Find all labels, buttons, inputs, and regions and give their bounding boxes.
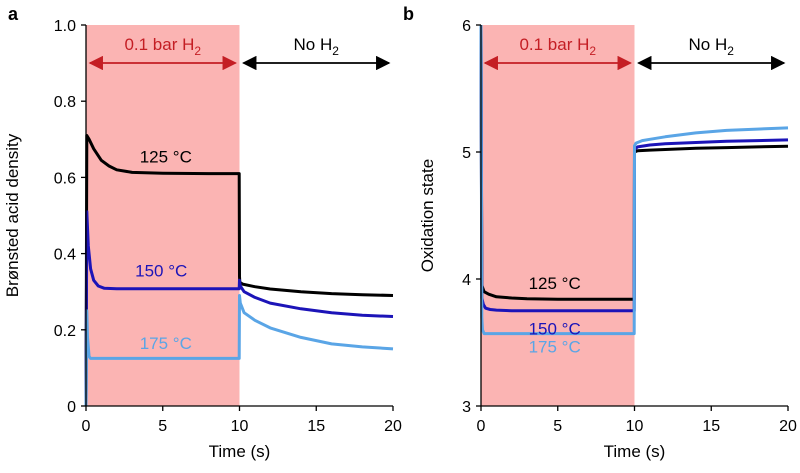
y-tick-label: 1.0 — [54, 18, 76, 35]
y-tick-label: 0.2 — [54, 323, 76, 340]
annotation-label: No H2 — [689, 35, 735, 58]
x-tick-label: 10 — [626, 418, 644, 435]
y-tick-label: 4 — [462, 272, 471, 289]
annotation-label: 0.1 bar H2 — [124, 35, 201, 58]
annotation-label: No H2 — [294, 35, 340, 58]
x-tick-label: 5 — [553, 418, 562, 435]
x-tick-label: 5 — [158, 418, 167, 435]
panel-a: a 0 5 10 15 20 0 0.2 0.4 0.6 0.8 1.0 Time (s) Brønste… — [3, 4, 402, 461]
panel-letter: a — [8, 4, 19, 24]
x-tick-label: 20 — [779, 418, 797, 435]
x-tick-label: 15 — [307, 418, 325, 435]
x-axis-label: Time (s) — [209, 442, 271, 461]
x-tick-label: 0 — [82, 418, 91, 435]
series-label-175c: 175 °C — [529, 337, 581, 356]
series-line-175c — [84, 294, 394, 407]
series-label-175c: 175 °C — [140, 334, 192, 353]
y-tick-label: 0 — [67, 399, 76, 416]
h2-exposure-region — [86, 25, 240, 406]
annotation-label: 0.1 bar H2 — [519, 35, 596, 58]
y-tick-label: 5 — [462, 145, 471, 162]
y-tick-label: 0.6 — [54, 170, 76, 187]
series-line-150c — [84, 210, 394, 407]
series-line-175c — [479, 24, 789, 336]
x-tick-label: 0 — [477, 418, 486, 435]
y-tick-label: 0.8 — [54, 94, 76, 111]
x-tick-label: 10 — [231, 418, 249, 435]
y-tick-label: 0.4 — [54, 247, 76, 264]
y-axis-label: Brønsted acid density — [3, 133, 22, 297]
panel-letter: b — [403, 4, 414, 24]
h2-exposure-region — [481, 25, 635, 406]
y-tick-label: 6 — [462, 18, 471, 35]
series-line-125c — [84, 134, 394, 407]
y-tick-label: 3 — [462, 399, 471, 416]
series-label-150c: 150 °C — [135, 262, 187, 281]
x-axis-label: Time (s) — [604, 442, 666, 461]
series-label-150c: 150 °C — [529, 320, 581, 339]
panel-b: b 0 5 10 15 20 3 4 5 6 Time (s) Oxidation state 0.1 … — [403, 4, 797, 461]
x-tick-label: 20 — [384, 418, 402, 435]
y-axis-label: Oxidation state — [418, 159, 437, 272]
series-label-125c: 125 °C — [529, 274, 581, 293]
x-tick-label: 15 — [702, 418, 720, 435]
series-label-125c: 125 °C — [140, 147, 192, 166]
